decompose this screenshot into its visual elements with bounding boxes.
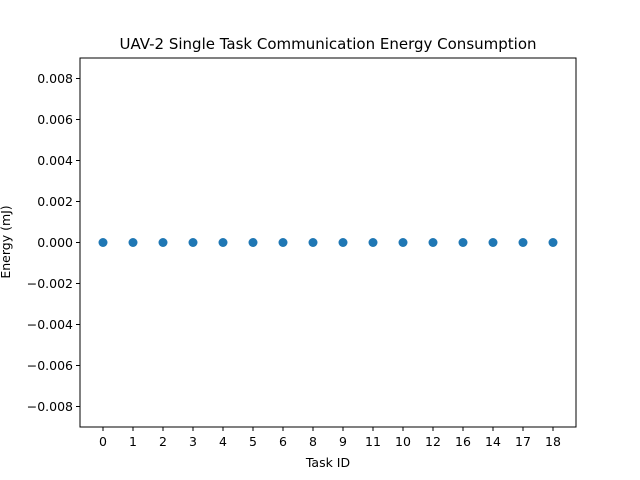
y-tick-label: −0.008 xyxy=(27,399,73,414)
x-axis-label: Task ID xyxy=(305,455,350,470)
x-tick-label: 11 xyxy=(365,434,381,449)
data-point xyxy=(368,238,378,247)
data-point xyxy=(398,238,408,247)
y-tick-label: 0.004 xyxy=(37,153,73,168)
y-tick-label: −0.002 xyxy=(27,276,73,291)
data-point xyxy=(218,238,228,247)
chart-title: UAV-2 Single Task Communication Energy C… xyxy=(119,35,536,53)
plot-area xyxy=(79,57,577,428)
data-point xyxy=(338,238,348,247)
x-tick-label: 8 xyxy=(309,434,317,449)
data-point xyxy=(488,238,498,247)
data-point xyxy=(278,238,288,247)
x-tick-label: 14 xyxy=(485,434,501,449)
y-tick-label: 0.008 xyxy=(37,71,73,86)
x-tick-label: 12 xyxy=(425,434,441,449)
data-point xyxy=(428,238,438,247)
data-points xyxy=(98,238,558,247)
y-axis: 0.008 0.006 0.004 0.002 0.000 −0.002 −0.004 −0.… xyxy=(27,71,80,414)
data-point xyxy=(188,238,198,247)
y-tick-label: 0.002 xyxy=(37,194,73,209)
x-tick-label: 9 xyxy=(339,434,347,449)
data-point xyxy=(518,238,528,247)
data-point xyxy=(308,238,318,247)
data-point xyxy=(158,238,168,247)
y-tick-label: −0.004 xyxy=(27,317,73,332)
y-tick-label: 0.006 xyxy=(37,112,73,127)
x-tick-label: 18 xyxy=(545,434,561,449)
y-tick-label: 0.000 xyxy=(37,235,73,250)
x-tick-label: 10 xyxy=(395,434,411,449)
y-axis-label: Energy (mJ) xyxy=(0,205,13,278)
x-tick-label: 4 xyxy=(219,434,227,449)
data-point xyxy=(548,238,558,247)
x-tick-label: 6 xyxy=(279,434,287,449)
x-tick-label: 0 xyxy=(99,434,107,449)
x-tick-label: 1 xyxy=(129,434,137,449)
y-tick-label: −0.006 xyxy=(27,358,73,373)
data-point xyxy=(458,238,468,247)
data-point xyxy=(98,238,108,247)
x-tick-label: 17 xyxy=(515,434,531,449)
x-tick-label: 5 xyxy=(249,434,257,449)
data-point xyxy=(248,238,258,247)
x-tick-label: 3 xyxy=(189,434,197,449)
data-point xyxy=(128,238,138,247)
x-axis: 0 1 2 3 4 5 6 8 9 11 10 12 16 14 17 18 xyxy=(99,427,561,449)
x-tick-label: 16 xyxy=(455,434,471,449)
x-tick-label: 2 xyxy=(159,434,167,449)
